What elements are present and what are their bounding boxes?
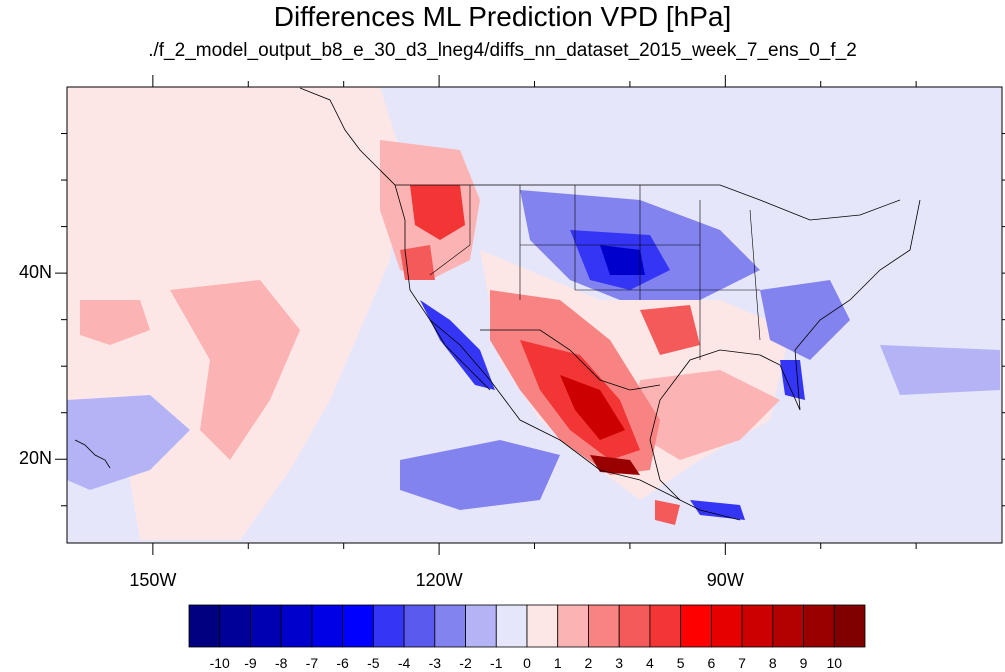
- page-subtitle: ./f_2_model_output_b8_e_30_d3_lneg4/diff…: [148, 40, 857, 61]
- us-mexico-border: [480, 329, 661, 391]
- colorbar-tick-label: 10: [826, 655, 843, 671]
- anomaly-pacific-patch: [80, 300, 150, 345]
- colorbar-tick-label: -9: [244, 655, 257, 671]
- axis-ticks: [55, 75, 1005, 555]
- colorbar-box: [772, 604, 804, 648]
- anomaly-gulf-patch: [630, 370, 780, 460]
- colorbar-box: [250, 604, 282, 648]
- lon-label-90w: 90W: [706, 570, 744, 590]
- anomaly-mexico-core: [560, 375, 625, 440]
- anomaly-central-america-positive: [655, 500, 680, 525]
- colorbar-tick-label: 0: [523, 655, 531, 671]
- page-title: Differences ML Prediction VPD [hPa]: [273, 1, 732, 32]
- colorbar-tick-label: -4: [397, 655, 411, 671]
- anomaly-central-america-negative: [690, 500, 745, 520]
- colorbar-box: [372, 604, 405, 648]
- colorbar-tick-label: 7: [738, 655, 746, 671]
- anomaly-northwest-core: [410, 185, 465, 240]
- lon-label-150w: 150W: [129, 570, 177, 590]
- anomaly-california-positive: [400, 245, 435, 280]
- colorbar-tick-label: 9: [799, 655, 808, 671]
- colorbar-tick-label: -7: [305, 655, 319, 671]
- colorbar-tick-label: 6: [707, 655, 716, 671]
- colorbar-box: [403, 604, 436, 648]
- anomaly-pacific-plume: [170, 280, 300, 460]
- colorbar-box: [434, 604, 466, 648]
- anomaly-hawaii-negative: [67, 395, 190, 490]
- hawaii-islands: [74, 439, 111, 469]
- colorbar-tick-label: 5: [676, 655, 685, 671]
- colorbar-box: [219, 604, 251, 648]
- colorbar-box: [680, 604, 712, 648]
- anomaly-florida-negative: [780, 360, 805, 400]
- colorbar-box: [557, 604, 589, 648]
- colorbar-box: [649, 604, 682, 648]
- lat-label-20n: 20N: [18, 448, 52, 469]
- colorbar-box: [833, 604, 866, 648]
- colorbar-box: [342, 604, 374, 648]
- colorbar-box: [188, 604, 221, 648]
- colorbar-box: [495, 604, 528, 648]
- colorbar-tick-label: -8: [274, 655, 288, 671]
- colorbar-box: [803, 604, 835, 648]
- colorbar-tick-label: -5: [367, 655, 380, 671]
- anomaly-baja-negative: [420, 300, 495, 390]
- colorbar-box: [618, 604, 651, 648]
- colorbar-tick-label: 2: [584, 655, 593, 671]
- colorbar-box: [465, 604, 497, 648]
- colorbar-tick-label: -3: [428, 655, 442, 671]
- colorbar: [188, 604, 866, 648]
- colorbar-tick-label: 1: [553, 655, 562, 671]
- us-canada-border: [395, 184, 901, 221]
- anomaly-mexico-peak: [590, 455, 640, 475]
- anomaly-atlantic-negative: [880, 345, 1000, 395]
- state-borders: [429, 185, 761, 360]
- colorbar-box: [526, 604, 559, 648]
- colorbar-tick-label: 3: [615, 655, 624, 671]
- colorbar-box: [311, 604, 344, 648]
- map-field: [67, 87, 1002, 543]
- anomaly-texas-positive: [640, 305, 700, 355]
- baja-coastline: [429, 319, 491, 391]
- lat-label-40n: 40N: [18, 262, 52, 283]
- colorbar-box: [280, 604, 313, 648]
- colorbar-tick-label: -6: [336, 655, 349, 671]
- colorbar-tick-label: 4: [646, 655, 654, 671]
- colorbar-tick-label: -10: [209, 655, 230, 671]
- colorbar-tick-label: 8: [768, 655, 777, 671]
- colorbar-tick-label: -2: [459, 655, 472, 671]
- colorbar-box: [741, 604, 774, 648]
- colorbar-tick-label: -1: [490, 655, 503, 671]
- colorbar-box: [710, 604, 743, 648]
- anomaly-eastcoast-negative: [760, 280, 850, 360]
- anomaly-plains-peak: [600, 245, 645, 275]
- gulf-atlantic-coastline: [649, 199, 921, 501]
- anomaly-pacific-south-negative: [400, 440, 560, 510]
- lon-label-120w: 120W: [415, 570, 463, 590]
- colorbar-box: [588, 604, 620, 648]
